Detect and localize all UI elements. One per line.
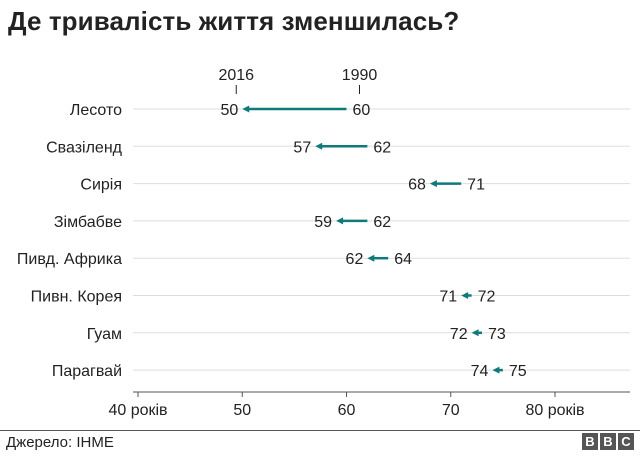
- change-arrowhead: [429, 180, 437, 188]
- x-tick-label: 50: [233, 402, 251, 419]
- value-label-2016: 57: [293, 139, 311, 156]
- value-label-2016: 71: [439, 289, 457, 306]
- series-label-2016: 2016: [218, 67, 254, 84]
- category-label: Зімбабве: [54, 214, 122, 231]
- category-label: Пивд. Африка: [17, 251, 122, 268]
- value-label-2016: 62: [346, 251, 364, 268]
- change-arrowhead: [461, 292, 469, 299]
- category-label: Лесото: [70, 102, 122, 119]
- dumbbell-chart: Лесото Свазіленд Сирія Зімбабве Пивд. Африка…: [17, 67, 630, 419]
- value-label-2016: 59: [314, 214, 332, 231]
- change-arrowhead: [315, 142, 323, 150]
- change-arrowhead: [242, 105, 250, 113]
- bbc-logo-letter: B: [582, 433, 598, 450]
- bbc-logo-letter: C: [618, 433, 634, 450]
- value-label-1990: 64: [394, 251, 412, 268]
- value-label-2016: 68: [408, 177, 426, 194]
- x-tick-label: 70: [442, 402, 460, 419]
- category-label: Свазіленд: [46, 139, 123, 156]
- value-label-1990: 73: [488, 326, 506, 343]
- chart-title: Де тривалість життя зменшилась?: [8, 6, 460, 36]
- category-label: Парагвай: [52, 363, 122, 380]
- value-label-1990: 75: [509, 363, 527, 380]
- value-label-1990: 71: [467, 177, 485, 194]
- change-arrowhead: [336, 217, 344, 225]
- footer-divider: [0, 430, 640, 431]
- bbc-logo: B B C: [582, 433, 634, 450]
- value-label-1990: 62: [373, 139, 391, 156]
- value-label-1990: 62: [373, 214, 391, 231]
- category-label: Сирія: [80, 177, 122, 194]
- value-label-2016: 74: [471, 363, 489, 380]
- x-tick-label: 80 років: [525, 402, 584, 419]
- value-label-1990: 60: [353, 102, 371, 119]
- series-label-1990: 1990: [342, 67, 378, 84]
- category-label: Пивн. Корея: [31, 289, 122, 306]
- change-arrowhead: [471, 329, 479, 337]
- change-arrowhead: [492, 366, 500, 374]
- bbc-logo-letter: B: [600, 433, 616, 450]
- value-label-2016: 50: [220, 102, 238, 119]
- category-label: Гуам: [87, 326, 122, 343]
- change-arrowhead: [367, 254, 375, 262]
- value-label-1990: 72: [478, 289, 496, 306]
- value-label-2016: 72: [450, 326, 468, 343]
- source-label: Джерело: IHME: [6, 434, 114, 451]
- x-tick-label: 40 років: [108, 402, 167, 419]
- x-tick-label: 60: [338, 402, 356, 419]
